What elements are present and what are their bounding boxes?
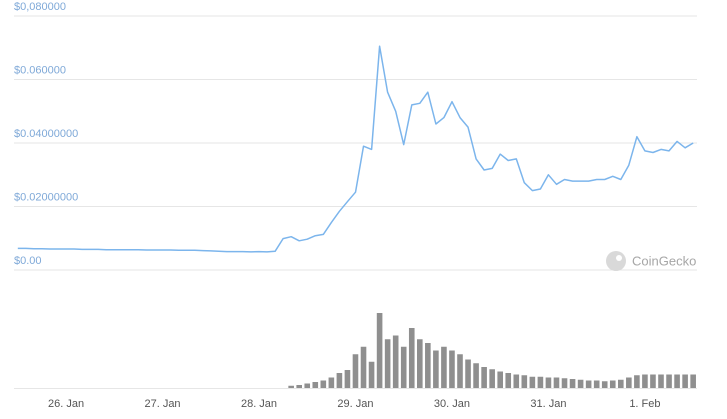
volume-bar (408, 328, 415, 388)
y-tick-label: $0.00 (14, 255, 42, 267)
x-tick-label: 28. Jan (241, 398, 277, 410)
volume-bar (513, 374, 520, 388)
volume-bar (360, 346, 367, 388)
watermark-logo (606, 251, 626, 271)
y-tick-label: $0.060000 (14, 64, 66, 76)
watermark-text: CoinGecko (632, 253, 696, 268)
volume-bar (392, 335, 399, 388)
volume-bar (328, 377, 335, 388)
x-tick-label: 26. Jan (48, 398, 84, 410)
y-tick-label: $0.04000000 (14, 128, 78, 140)
volume-bar (569, 379, 576, 388)
volume-bar (481, 367, 487, 388)
x-tick-label: 29. Jan (337, 398, 373, 410)
x-tick-label: 31. Jan (530, 398, 566, 410)
volume-bar (674, 374, 680, 388)
volume-bar (529, 376, 536, 388)
volume-bar (296, 385, 302, 388)
volume-bar (593, 380, 600, 388)
volume-bar (352, 354, 359, 388)
volume-bar (537, 376, 544, 388)
volume-bar (497, 371, 503, 388)
volume-bar (577, 379, 584, 388)
volume-bar (336, 373, 343, 388)
volume-bar (682, 374, 688, 388)
volume-bar (304, 383, 311, 388)
y-tick-label: $0.02000000 (14, 191, 78, 203)
volume-bar (601, 381, 608, 388)
x-tick-label: 30. Jan (434, 398, 470, 410)
volume-bar (473, 363, 479, 388)
volume-bar (425, 343, 431, 388)
volume-bar (288, 385, 294, 388)
volume-bar (441, 346, 447, 388)
price-line (17, 45, 694, 253)
volume-bar (368, 361, 375, 388)
volume-bar (666, 374, 672, 388)
watermark: CoinGecko (606, 251, 696, 271)
volume-bar (344, 370, 351, 388)
watermark-logo-eye (616, 255, 622, 261)
x-tick-label: 1. Feb (629, 398, 660, 410)
volume-bar (642, 374, 648, 388)
volume-bar (376, 313, 383, 388)
volume-bar (384, 339, 391, 388)
volume-bar (658, 374, 664, 388)
volume-bar (634, 375, 640, 388)
volume-bar (626, 377, 632, 388)
volume-bar (320, 380, 327, 388)
volume-bar (433, 350, 439, 388)
volume-bar (312, 382, 319, 388)
volume-bar (585, 380, 592, 388)
y-tick-label: $0,080000 (14, 1, 66, 13)
volume-bar (618, 379, 624, 388)
volume-bar (690, 374, 696, 388)
volume-bar (457, 354, 463, 388)
volume-bar (489, 369, 495, 388)
volume-bar (465, 359, 471, 388)
volume-bar (553, 377, 560, 388)
x-tick-label: 27. Jan (144, 398, 180, 410)
volume-bar (505, 373, 512, 388)
volume-bar (449, 350, 455, 388)
volume-bar (521, 375, 528, 388)
volume-bar (400, 346, 407, 388)
volume-bar (609, 380, 616, 388)
volume-bar (650, 374, 656, 388)
volume-bar (561, 378, 568, 388)
volume-bar (417, 339, 423, 388)
volume-bar (545, 377, 552, 388)
